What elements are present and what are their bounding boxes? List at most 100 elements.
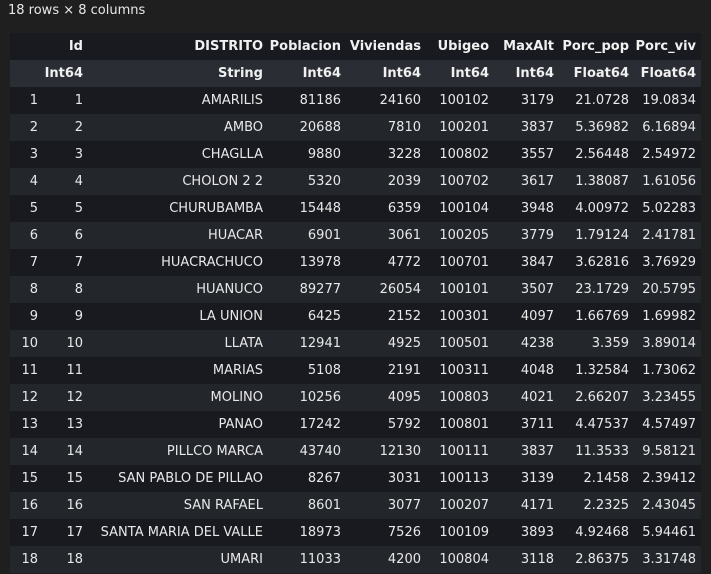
column-header[interactable]: MaxAlt [494,33,559,60]
table-cell: 1.66769 [559,303,634,330]
table-cell: SANTA MARIA DEL VALLE [88,519,268,546]
table-cell: 3 [38,141,88,168]
column-type: Int64 [494,60,559,87]
table-cell: 4 [38,168,88,195]
table-cell: 10 [38,330,88,357]
table-row: 12 12 MOLINO 10256 4095 100803 4021 2.66207 3.23… [10,384,701,411]
column-names-row: Id DISTRITO Poblacion Viviendas Ubigeo M… [10,33,701,60]
column-types-row: Int64 String Int64 Int64 Int64 Int64 Flo… [10,60,701,87]
table-row: 17 17 SANTA MARIA DEL VALLE 18973 7526 100109… [10,519,701,546]
table-cell: 3617 [494,168,559,195]
table-cell: 15448 [268,195,346,222]
table-cell: 3.23455 [634,384,701,411]
table-row: 16 16 SAN RAFAEL 8601 3077 100207 4171 2.2325 2.… [10,492,701,519]
table-cell: 3557 [494,141,559,168]
table-row: 11 11 MARIAS 5108 2191 100311 4048 1.32584 1.730… [10,357,701,384]
table-cell: 17 [38,519,88,546]
table-row: 7 7 HUACRACHUCO 13978 4772 100701 3847 3.62816 3… [10,249,701,276]
table-cell: 12130 [346,438,426,465]
table-cell: 1 [38,87,88,114]
table-cell: 6.16894 [634,114,701,141]
row-index-type-header [10,60,38,87]
table-cell: 8267 [268,465,346,492]
row-index: 1 [10,87,38,114]
column-header[interactable]: Porc_viv [634,33,701,60]
table-row: 8 8 HUANUCO 89277 26054 100101 3507 23.1729 20.5… [10,276,701,303]
table-cell: 100702 [426,168,494,195]
table-cell: 7 [38,249,88,276]
table-cell: 5.36982 [559,114,634,141]
table-cell: 100801 [426,411,494,438]
table-cell: 2.54972 [634,141,701,168]
table-cell: 4.00972 [559,195,634,222]
table-cell: 3031 [346,465,426,492]
table-cell: 11 [38,357,88,384]
column-type: Int64 [346,60,426,87]
table-cell: 5792 [346,411,426,438]
table-cell: 3507 [494,276,559,303]
table-row: 3 3 CHAGLLA 9880 3228 100802 3557 2.56448 2.5497… [10,141,701,168]
table-cell: 100804 [426,546,494,573]
table-cell: LA UNION [88,303,268,330]
table-row: 18 18 UMARI 11033 4200 100804 3118 2.86375 3.317… [10,546,701,573]
table-row: 6 6 HUACAR 6901 3061 100205 3779 1.79124 2.41781 [10,222,701,249]
table-cell: 4095 [346,384,426,411]
table-cell: 100802 [426,141,494,168]
table-row: 10 10 LLATA 12941 4925 100501 4238 3.359 3.89014 [10,330,701,357]
table-cell: 3.89014 [634,330,701,357]
column-type: Float64 [634,60,701,87]
column-header[interactable]: DISTRITO [88,33,268,60]
table-cell: 11.3533 [559,438,634,465]
table-cell: 2.39412 [634,465,701,492]
table-cell: 24160 [346,87,426,114]
row-index: 8 [10,276,38,303]
column-header[interactable]: Viviendas [346,33,426,60]
table-cell: 100109 [426,519,494,546]
table-cell: 3837 [494,114,559,141]
table-cell: 3893 [494,519,559,546]
table-cell: 100301 [426,303,494,330]
row-index: 16 [10,492,38,519]
table-cell: UMARI [88,546,268,573]
column-header[interactable]: Porc_pop [559,33,634,60]
table-cell: 5320 [268,168,346,195]
table-cell: 3948 [494,195,559,222]
row-index: 9 [10,303,38,330]
table-cell: 100207 [426,492,494,519]
column-header[interactable]: Id [38,33,88,60]
column-header[interactable]: Poblacion [268,33,346,60]
table-cell: 4772 [346,249,426,276]
table-cell: 2.86375 [559,546,634,573]
table-body: 1 1 AMARILIS 81186 24160 100102 3179 21.0728 19.… [10,87,701,573]
row-index: 3 [10,141,38,168]
table-cell: 11033 [268,546,346,573]
column-type: Int64 [38,60,88,87]
table-cell: 8601 [268,492,346,519]
table-cell: 43740 [268,438,346,465]
table-cell: 6425 [268,303,346,330]
row-index: 2 [10,114,38,141]
dataframe-table: Id DISTRITO Poblacion Viviendas Ubigeo M… [10,33,701,573]
table-cell: 100701 [426,249,494,276]
table-cell: 100104 [426,195,494,222]
table-cell: 7810 [346,114,426,141]
table-row: 13 13 PANAO 17242 5792 100801 3711 4.47537 4.574… [10,411,701,438]
table-cell: 4.47537 [559,411,634,438]
table-cell: PILLCO MARCA [88,438,268,465]
column-type: Float64 [559,60,634,87]
table-cell: 18 [38,546,88,573]
table-cell: 3.62816 [559,249,634,276]
table-cell: 13978 [268,249,346,276]
row-index: 11 [10,357,38,384]
row-index: 18 [10,546,38,573]
table-cell: 5108 [268,357,346,384]
table-cell: 6 [38,222,88,249]
table-cell: 21.0728 [559,87,634,114]
table-cell: AMARILIS [88,87,268,114]
table-cell: 1.79124 [559,222,634,249]
table-cell: SAN PABLO DE PILLAO [88,465,268,492]
table-cell: 3.76929 [634,249,701,276]
table-cell: AMBO [88,114,268,141]
column-header[interactable]: Ubigeo [426,33,494,60]
table-cell: 4.92468 [559,519,634,546]
